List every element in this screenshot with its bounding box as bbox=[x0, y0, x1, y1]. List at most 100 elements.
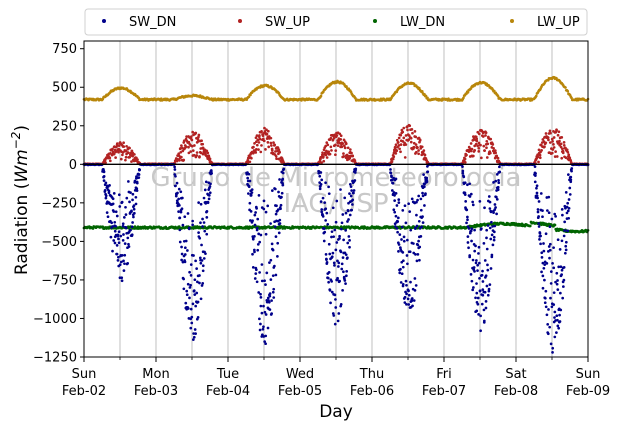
sw-dn-point bbox=[202, 221, 206, 224]
sw-dn-point bbox=[468, 195, 472, 198]
sw-dn-point bbox=[126, 262, 130, 265]
sw-dn-point bbox=[484, 300, 488, 303]
sw-up-point bbox=[111, 147, 114, 151]
sw-dn-point bbox=[569, 178, 573, 182]
sw-dn-point bbox=[564, 244, 568, 248]
sw-dn-point bbox=[117, 241, 121, 245]
sw-up-point bbox=[331, 138, 335, 142]
sw-dn-point bbox=[342, 270, 345, 274]
sw-dn-point bbox=[203, 229, 207, 233]
sw-dn-point bbox=[132, 207, 136, 211]
sw-dn-point bbox=[269, 278, 273, 281]
sw-up-point bbox=[124, 149, 128, 153]
y-tick-label: 0 bbox=[69, 158, 77, 173]
sw-dn-point bbox=[536, 210, 540, 214]
x-axis: Sun Feb-02 Mon Feb-03 Tue Feb-04 Wed Feb-05 Thu F… bbox=[62, 357, 610, 399]
sw-dn-point bbox=[338, 279, 341, 283]
sw-dn-point bbox=[471, 200, 475, 204]
sw-up-point bbox=[117, 144, 121, 147]
sw-up-point bbox=[483, 149, 486, 152]
legend-label: SW_UP bbox=[265, 15, 310, 30]
sw-up-point bbox=[117, 150, 120, 154]
sw-dn-point bbox=[399, 267, 402, 271]
sw-dn-point bbox=[259, 292, 262, 296]
sw-dn-point bbox=[261, 327, 265, 331]
sw-dn-point bbox=[181, 223, 185, 227]
sw-dn-point bbox=[109, 235, 113, 239]
x-tick-weekday: Wed bbox=[286, 367, 314, 382]
sw-dn-point bbox=[255, 207, 258, 210]
sw-dn-point bbox=[263, 340, 266, 344]
sw-up-point bbox=[182, 158, 186, 162]
sw-dn-point bbox=[124, 213, 128, 216]
sw-up-point bbox=[258, 137, 262, 141]
sw-up-point bbox=[275, 157, 278, 161]
sw-up-point bbox=[187, 145, 190, 149]
sw-up-point bbox=[108, 156, 112, 160]
sw-dn-point bbox=[182, 287, 186, 291]
sw-dn-point bbox=[471, 258, 475, 262]
sw-up-point bbox=[328, 152, 332, 156]
sw-dn-point bbox=[343, 279, 347, 282]
sw-up-point bbox=[339, 134, 343, 138]
sw-up-point bbox=[423, 153, 427, 157]
sw-dn-point bbox=[472, 266, 476, 269]
legend-marker-sw-up bbox=[238, 19, 242, 23]
sw-dn-point bbox=[492, 181, 495, 184]
sw-dn-point bbox=[554, 280, 557, 284]
sw-up-point bbox=[403, 156, 407, 159]
sw-up-point bbox=[479, 143, 482, 147]
sw-dn-point bbox=[126, 236, 130, 240]
lw-up-point bbox=[420, 90, 424, 93]
sw-up-point bbox=[350, 151, 353, 155]
sw-dn-point bbox=[333, 293, 337, 297]
sw-up-point bbox=[556, 133, 560, 137]
sw-dn-point bbox=[549, 342, 553, 346]
sw-dn-point bbox=[475, 259, 478, 262]
sw-dn-point bbox=[318, 187, 322, 191]
sw-dn-point bbox=[562, 234, 566, 238]
sw-dn-point bbox=[332, 314, 336, 317]
sw-up-point bbox=[422, 149, 426, 153]
sw-dn-point bbox=[193, 278, 197, 282]
sw-up-point bbox=[334, 143, 337, 147]
sw-dn-point bbox=[395, 219, 399, 223]
sw-dn-point bbox=[548, 225, 552, 229]
sw-dn-point bbox=[181, 196, 184, 200]
sw-dn-point bbox=[266, 326, 270, 330]
sw-dn-point bbox=[470, 279, 474, 283]
sw-up-point bbox=[494, 151, 497, 155]
sw-dn-point bbox=[132, 215, 135, 219]
sw-up-point bbox=[136, 158, 139, 161]
sw-dn-point bbox=[204, 252, 207, 256]
sw-up-point bbox=[341, 142, 345, 145]
y-tick-label: −1250 bbox=[33, 351, 77, 366]
sw-dn-point bbox=[202, 257, 206, 260]
sw-dn-point bbox=[551, 346, 555, 350]
sw-up-point bbox=[126, 151, 130, 155]
lw-up-point bbox=[566, 89, 570, 93]
sw-dn-point bbox=[415, 200, 418, 204]
sw-up-point bbox=[255, 143, 259, 147]
sw-dn-point bbox=[492, 235, 496, 239]
sw-dn-point bbox=[394, 225, 397, 228]
sw-up-point bbox=[263, 126, 266, 130]
sw-dn-point bbox=[123, 262, 126, 266]
sw-dn-point bbox=[488, 200, 492, 204]
sw-up-point bbox=[128, 155, 132, 159]
sw-dn-point bbox=[262, 207, 266, 211]
sw-dn-point bbox=[348, 183, 352, 186]
sw-up-point bbox=[470, 147, 474, 151]
sw-dn-point bbox=[339, 188, 342, 191]
sw-dn-point bbox=[111, 225, 115, 228]
sw-dn-point bbox=[470, 227, 474, 231]
lw-dn-point bbox=[528, 224, 532, 228]
sw-dn-point bbox=[475, 282, 478, 285]
sw-dn-point bbox=[324, 252, 328, 256]
sw-up-point bbox=[265, 132, 269, 136]
sw-dn-point bbox=[424, 192, 427, 195]
sw-dn-point bbox=[246, 176, 250, 180]
sw-dn-point bbox=[194, 304, 198, 308]
sw-dn-point bbox=[390, 175, 393, 179]
sw-dn-point bbox=[419, 208, 423, 212]
